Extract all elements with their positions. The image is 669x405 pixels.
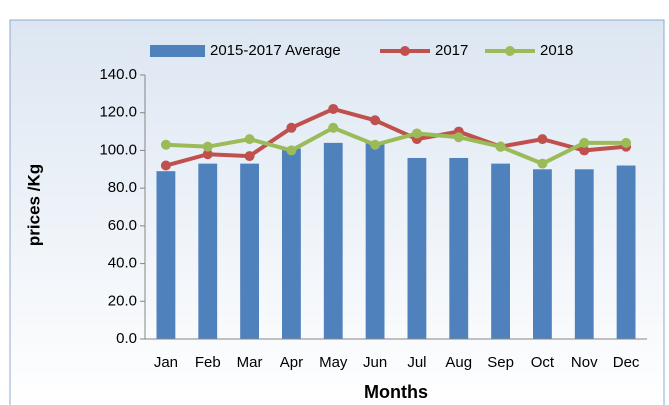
- bar: [533, 169, 552, 339]
- marker: [160, 139, 171, 150]
- legend-swatch: [150, 45, 205, 57]
- marker: [537, 158, 548, 169]
- x-tick-label: Jan: [154, 354, 178, 371]
- bar: [240, 163, 259, 339]
- marker: [328, 122, 339, 133]
- y-tick-label: 100.0: [99, 141, 137, 158]
- marker: [579, 145, 590, 156]
- marker: [621, 137, 632, 148]
- marker: [286, 145, 297, 156]
- marker: [453, 132, 464, 143]
- y-tick-label: 140.0: [99, 66, 137, 83]
- marker: [537, 134, 548, 145]
- marker: [202, 149, 213, 160]
- marker: [244, 134, 255, 145]
- x-tick-label: Oct: [531, 354, 555, 371]
- y-tick-label: 60.0: [108, 217, 137, 234]
- marker: [370, 139, 381, 150]
- bar: [156, 171, 176, 339]
- legend-label: 2017: [435, 42, 468, 59]
- x-axis-label: Months: [364, 382, 428, 402]
- x-tick-label: Dec: [613, 354, 640, 371]
- y-tick-label: 120.0: [99, 104, 137, 121]
- marker: [579, 137, 590, 148]
- marker: [160, 160, 171, 171]
- marker: [370, 115, 381, 126]
- x-tick-label: May: [319, 354, 348, 371]
- x-tick-label: Sep: [487, 354, 514, 371]
- bar: [407, 157, 427, 339]
- bar: [365, 142, 385, 339]
- marker: [202, 141, 213, 152]
- marker: [286, 122, 297, 133]
- bar: [616, 165, 636, 339]
- bar: [574, 169, 594, 339]
- legend-marker: [400, 46, 410, 56]
- x-tick-label: Jun: [363, 354, 387, 371]
- y-tick-label: 80.0: [108, 179, 137, 196]
- x-tick-label: Apr: [280, 354, 303, 371]
- bar: [323, 142, 343, 339]
- y-tick-label: 40.0: [108, 255, 137, 272]
- marker: [328, 103, 339, 114]
- legend-marker: [505, 46, 515, 56]
- x-tick-label: Feb: [195, 354, 221, 371]
- legend-label: 2018: [540, 42, 573, 59]
- bar: [198, 163, 218, 339]
- bar: [449, 157, 469, 339]
- x-tick-label: Nov: [571, 354, 598, 371]
- marker: [411, 128, 422, 139]
- x-tick-label: Mar: [237, 354, 263, 371]
- bar: [491, 163, 510, 339]
- legend-label: 2015-2017 Average: [210, 42, 341, 59]
- marker: [495, 141, 506, 152]
- y-axis-label: prices /Kg: [24, 164, 43, 246]
- x-tick-label: Aug: [445, 354, 472, 371]
- x-tick-label: Jul: [407, 354, 426, 371]
- bar: [282, 148, 301, 339]
- line: [165, 106, 627, 168]
- y-tick-label: 20.0: [108, 292, 137, 309]
- marker: [244, 151, 255, 162]
- line: [165, 125, 627, 166]
- y-tick-label: 0.0: [116, 330, 137, 347]
